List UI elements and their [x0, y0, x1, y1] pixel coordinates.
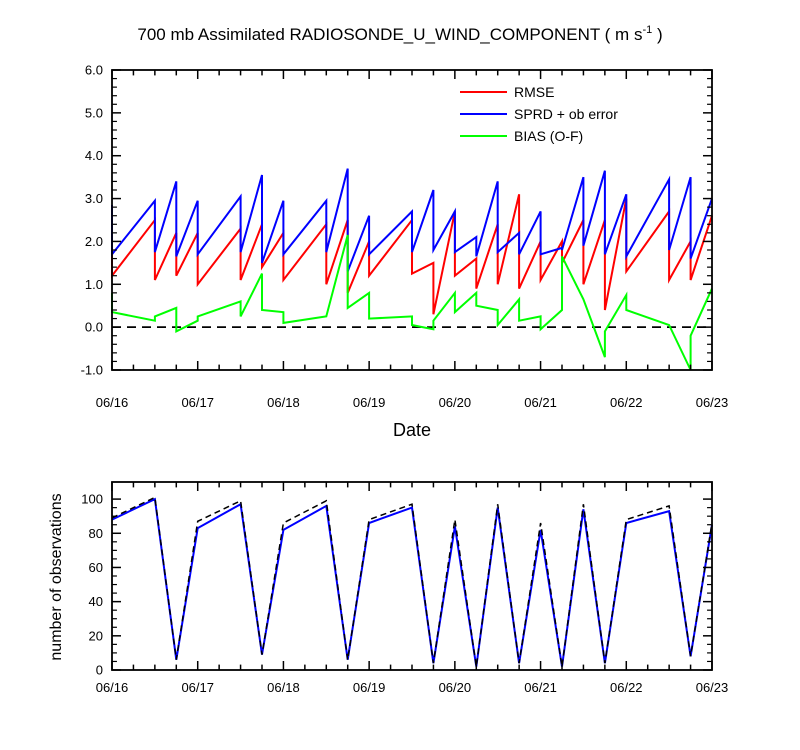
top-y-tick-label: 2.0 [85, 234, 103, 249]
top-x-tick-label: 06/21 [524, 395, 557, 410]
bottom-series-obs-used-line [111, 497, 713, 667]
bottom-y-tick-label: 60 [89, 560, 103, 575]
bottom-y-tick-label: 20 [89, 628, 103, 643]
top-x-tick-label: 06/16 [96, 395, 129, 410]
top-chart-title: 700 mb Assimilated RADIOSONDE_U_WIND_COM… [137, 24, 662, 44]
top-x-tick-label: 06/22 [610, 395, 643, 410]
top-y-tick-label: 4.0 [85, 148, 103, 163]
bottom-x-tick-label: 06/19 [353, 680, 386, 695]
title-unit-exponent: -1 [642, 24, 652, 36]
legend-label-rmse: RMSE [514, 84, 554, 100]
bottom-y-tick-label: 80 [89, 526, 103, 541]
top-x-tick-label: 06/23 [696, 395, 729, 410]
bottom-y-tick-label: 0 [96, 663, 103, 678]
bottom-x-tick-label: 06/18 [267, 680, 300, 695]
top-y-tick-label: -1.0 [81, 363, 103, 378]
top-y-tick-label: 5.0 [85, 105, 103, 120]
top-y-tick-label: 1.0 [85, 277, 103, 292]
top-y-tick-label: 3.0 [85, 191, 103, 206]
top-series-sprd-ob-error-line [111, 168, 713, 272]
top-plot-frame [111, 69, 713, 371]
legend-label-bias-o-f: BIAS (O-F) [514, 128, 583, 144]
bottom-y-tick-label: 100 [81, 492, 103, 507]
top-x-tick-label: 06/18 [267, 395, 300, 410]
bottom-y-tick-label: 40 [89, 594, 103, 609]
top-x-tick-label: 06/19 [353, 395, 386, 410]
top-chart: 06/16 06/17 06/18 06/19 06/20 06/21 06/22 06/23… [81, 63, 729, 411]
bottom-x-tick-label: 06/23 [696, 680, 729, 695]
bottom-x-tick-label: 06/17 [181, 680, 214, 695]
bottom-x-tick-label: 06/20 [439, 680, 472, 695]
bottom-series-obs-possible-line [111, 496, 713, 667]
bottom-x-tick-label: 06/21 [524, 680, 557, 695]
top-series-bias-o-f-line [111, 234, 713, 371]
top-chart-xlabel: Date [393, 420, 431, 440]
top-y-tick-label: 0.0 [85, 320, 103, 335]
legend-label-sprd-ob-error: SPRD + ob error [514, 106, 618, 122]
bottom-plot-frame [111, 481, 713, 671]
bottom-chart-ylabel: number of observations [48, 493, 65, 660]
top-x-tick-label: 06/20 [439, 395, 472, 410]
top-y-tick-label: 6.0 [85, 63, 103, 78]
bottom-x-tick-label: 06/16 [96, 680, 129, 695]
bottom-x-tick-label: 06/22 [610, 680, 643, 695]
bottom-chart: 06/16 06/17 06/18 06/19 06/20 06/21 06/22 06/23… [81, 481, 729, 695]
top-x-tick-label: 06/17 [181, 395, 214, 410]
